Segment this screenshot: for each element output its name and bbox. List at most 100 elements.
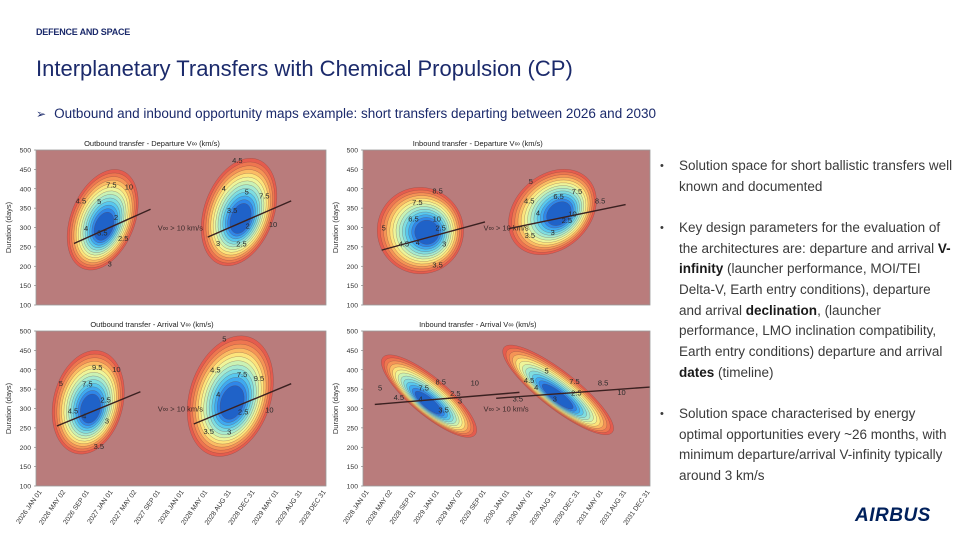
contour-label: 3.5 [432, 261, 442, 270]
y-tick-label: 200 [20, 445, 32, 452]
y-tick-label: 100 [20, 484, 32, 491]
contour-label: 2.5 [450, 389, 460, 398]
contour-label: 10 [433, 215, 441, 224]
key-point-1: • Solution space for short ballistic tran… [660, 156, 956, 197]
contour-label: 3.5 [525, 231, 535, 240]
contour-label: 2.5 [562, 216, 572, 225]
contour-label: 4 [534, 383, 538, 392]
contour-label: 4.5 [210, 366, 220, 375]
contour-label: 2.5 [238, 407, 248, 416]
y-tick-label: 350 [20, 206, 32, 213]
key-points-list: • Solution space for short ballistic tran… [660, 156, 956, 507]
contour-label: 10 [125, 182, 133, 191]
y-tick-label: 450 [347, 348, 359, 355]
key-point-text: (launcher performance, MOI/TEI Delta-V, … [679, 261, 931, 318]
key-point-text: , (launcher performance, LMO inclination… [679, 302, 943, 360]
contour-label: 7.5 [237, 370, 247, 379]
contour-group: 2 2.5 3 3.5 4 4.5 5 7.5 10 2 2.5 3 3.5 4 4.5 5 7.5 10 [66, 156, 292, 271]
chart-title: Inbound transfer - Departure V∞ (km/s) [413, 139, 543, 148]
contour-label: 3 [216, 239, 220, 248]
contour-label: 3.5 [203, 427, 213, 436]
contour-label: 3.5 [438, 406, 448, 415]
contour-label: 9.5 [254, 374, 264, 383]
section-tag: DEFENCE AND SPACE [36, 27, 131, 37]
contour-label: 5 [59, 379, 63, 388]
key-point-text: (timeline) [714, 364, 774, 380]
contour-label: 10 [265, 406, 273, 415]
contour-label: 4 [84, 224, 88, 233]
y-tick-label: 450 [20, 348, 32, 355]
y-tick-label: 150 [20, 283, 32, 290]
contour-label: 3.5 [513, 394, 523, 403]
contour-label: 2.5 [118, 234, 128, 243]
y-tick-label: 300 [347, 225, 359, 232]
contour-label: 4.5 [524, 197, 534, 206]
y-tick-label: 150 [20, 464, 32, 471]
y-tick-label: 100 [347, 484, 359, 491]
contour-group: 2.533.544.55 7.59.5 102.533.544.557.5 9.510 [51, 335, 292, 457]
region-label: V∞ > 10 km/s [158, 405, 203, 414]
contour-label: 10 [112, 365, 120, 374]
branch-line [508, 203, 626, 230]
contour-label: 7.5 [572, 187, 582, 196]
contour-label: 2 [114, 213, 118, 222]
y-tick-label: 350 [347, 206, 359, 213]
contour-label: 4.5 [76, 197, 86, 206]
contour-label: 6.5 [408, 215, 418, 224]
airbus-logo: AIRBUS [855, 505, 931, 526]
contour-label: 8.5 [436, 378, 446, 387]
contour-label: 5 [382, 224, 386, 233]
contour-band [229, 203, 252, 234]
y-tick-label: 400 [347, 367, 359, 374]
y-tick-label: 300 [20, 406, 32, 413]
contour-label: 4 [82, 411, 86, 420]
contour-label: 4.5 [232, 156, 242, 165]
contour-group: 2.533.544.55 7.58.5 102.533.544.557.5 8.510 [374, 344, 650, 438]
key-point-2: • Key design parameters for the evaluatio… [660, 218, 956, 384]
branch-line [193, 383, 292, 425]
contour-label: 7.5 [569, 377, 579, 386]
chart-panel-4: 2.533.544.55 7.58.5 102.533.544.557.5 8.510… [331, 320, 652, 527]
chart-title: Outbound transfer - Arrival V∞ (km/s) [90, 320, 214, 329]
contour-label: 3 [551, 228, 555, 237]
contour-label: 7.5 [82, 379, 92, 388]
key-point-text: Key design parameters for the evaluation… [679, 219, 941, 256]
contour-label: 3 [442, 240, 446, 249]
y-tick-label: 500 [347, 329, 359, 336]
contour-label: 3 [108, 259, 112, 268]
y-tick-label: 400 [347, 186, 359, 193]
y-axis-label: Duration (days) [4, 382, 13, 434]
chart-title: Inbound transfer - Arrival V∞ (km/s) [419, 320, 537, 329]
contour-label: 4.5 [524, 376, 534, 385]
branch-line [374, 391, 520, 406]
page-title: Interplanetary Transfers with Chemical P… [36, 56, 573, 81]
contour-label: 5 [378, 383, 382, 392]
y-tick-label: 350 [20, 387, 32, 394]
contour-label: 8.5 [598, 378, 608, 387]
contour-label: 4 [222, 184, 226, 193]
y-axis-label: Duration (days) [331, 201, 340, 253]
bullet-dot-icon: • [660, 221, 664, 234]
contour-band [80, 393, 101, 424]
contour-label: 2 [246, 221, 250, 230]
bullet-dot-icon: • [660, 160, 664, 172]
contour-band [93, 212, 115, 241]
y-tick-label: 100 [20, 303, 32, 310]
contour-label: 10 [269, 220, 277, 229]
branch-line [381, 221, 486, 251]
key-point-text: Solution space characterised by energy o… [679, 406, 947, 484]
contour-label: 3 [458, 397, 462, 406]
y-tick-label: 200 [20, 264, 32, 271]
contour-label: 3 [105, 416, 109, 425]
branch-line [496, 386, 650, 399]
intro-bullet-text: Outbound and inbound opportunity maps ex… [54, 106, 656, 121]
contour-label: 4.5 [68, 407, 78, 416]
y-tick-label: 150 [347, 464, 359, 471]
y-tick-label: 400 [20, 367, 32, 374]
contour-label: 2.5 [571, 388, 581, 397]
contour-label: 7.5 [418, 383, 428, 392]
contour-label: 2.5 [236, 240, 246, 249]
y-tick-label: 250 [20, 425, 32, 432]
contour-label: 5 [245, 188, 249, 197]
key-point-3: • Solution space characterised by energy … [660, 404, 956, 487]
